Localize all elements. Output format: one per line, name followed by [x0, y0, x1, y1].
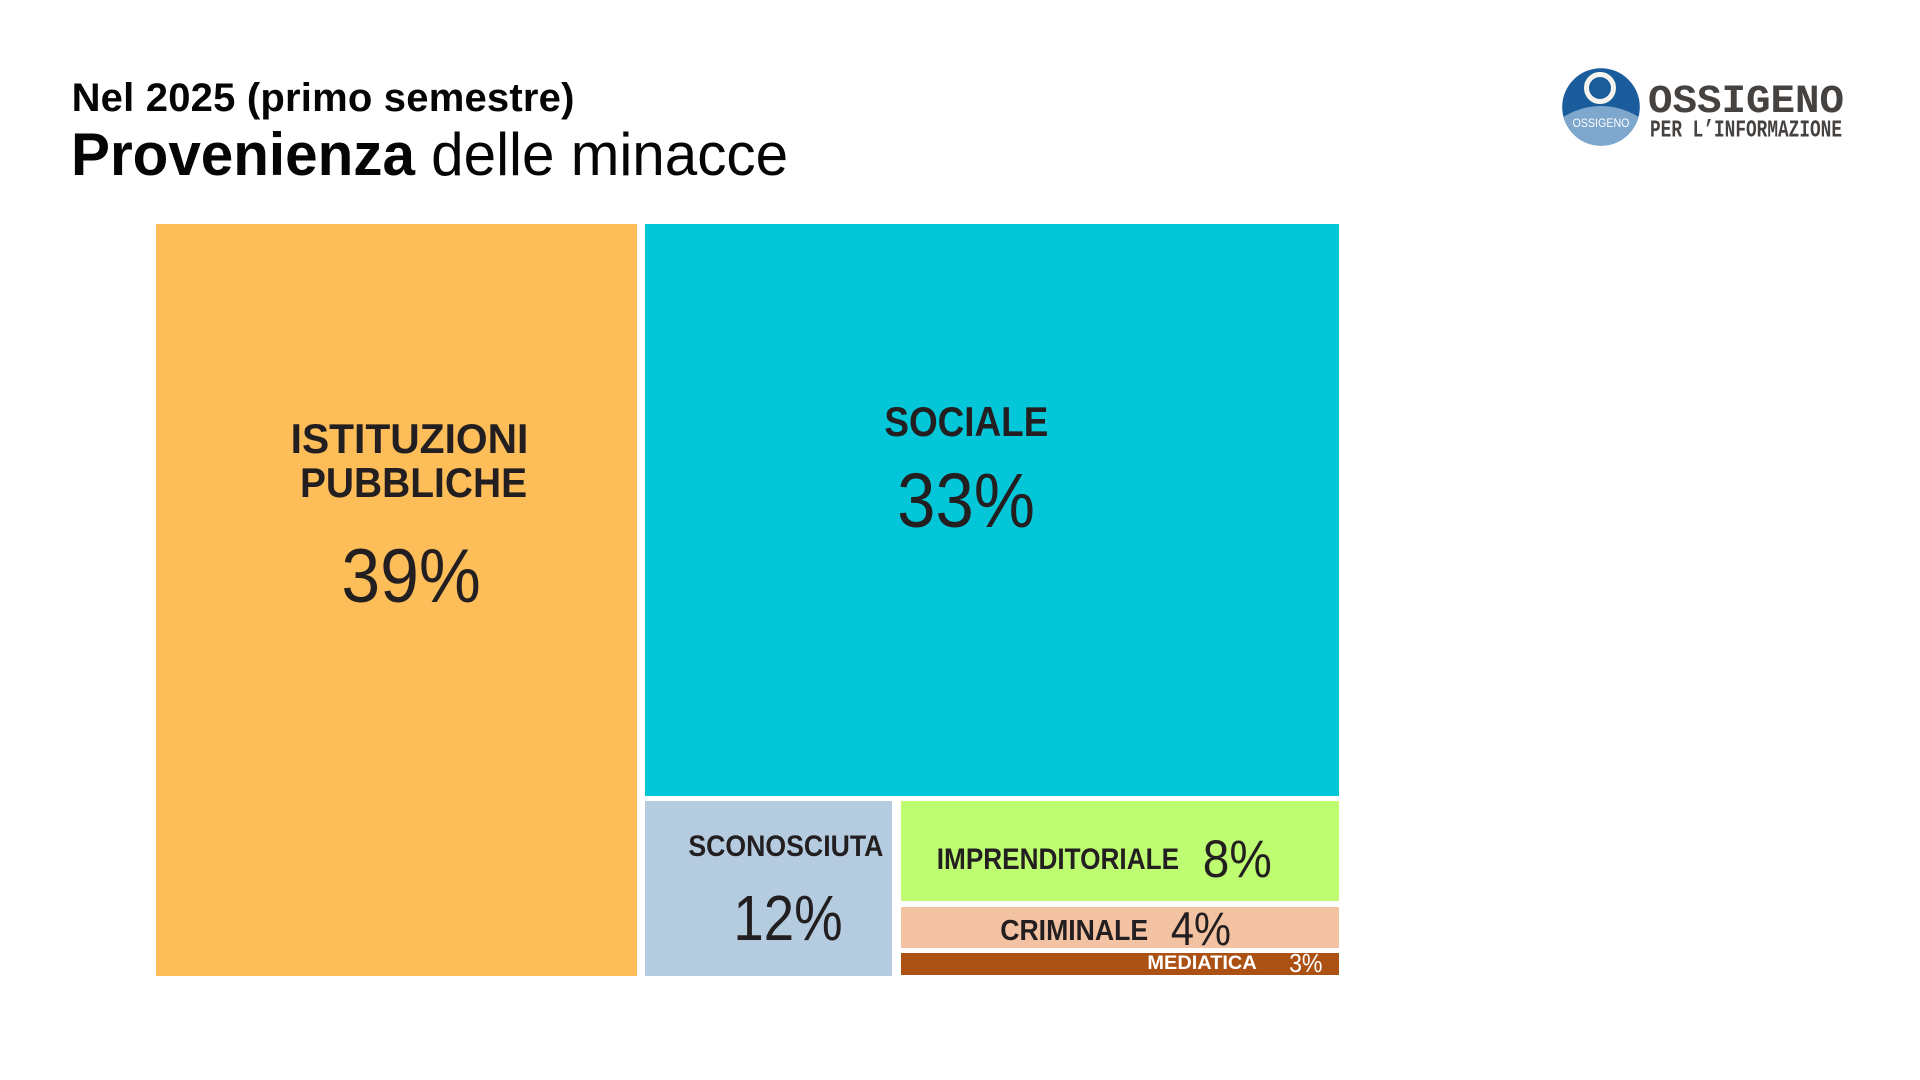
svg-text:PER L’INFORMAZIONE: PER L’INFORMAZIONE: [1650, 118, 1842, 145]
svg-text:OSSIGENO: OSSIGENO: [1648, 79, 1844, 124]
svg-text:OSSIGENO: OSSIGENO: [1573, 118, 1630, 130]
